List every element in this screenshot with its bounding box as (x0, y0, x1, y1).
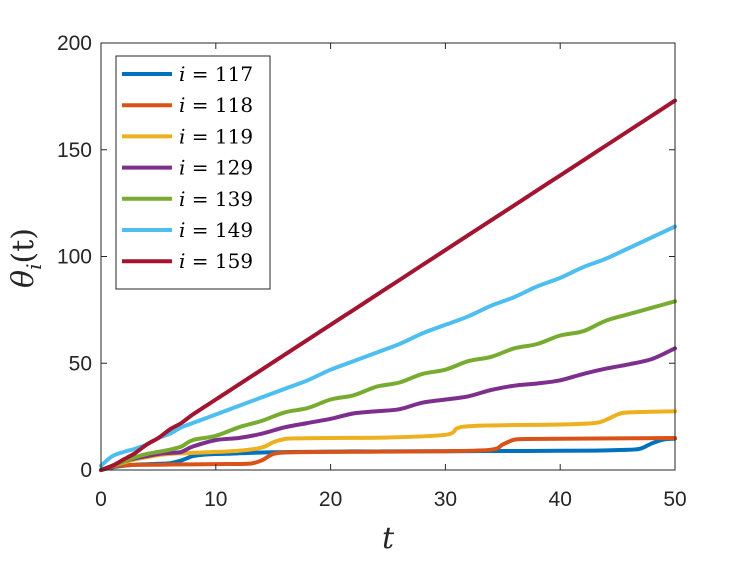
x-axis-label: t (382, 521, 395, 556)
series-line-118 (99, 436, 677, 472)
legend-box (115, 55, 271, 290)
legend-entry-149: i = 149 (179, 218, 253, 242)
y-tick-label: 150 (57, 139, 92, 162)
y-axis-label-sub: i (22, 264, 46, 270)
ticks-layer: 0 10 20 30 40 50 0 50 100 150 200 (57, 32, 687, 511)
x-tick-label: 0 (95, 488, 107, 511)
x-tick-label: 10 (204, 488, 227, 511)
x-tick-label: 20 (319, 488, 342, 511)
legend-entry-117: i = 117 (179, 62, 253, 86)
series-line-129 (99, 346, 677, 472)
legend-entry-118: i = 118 (179, 93, 253, 117)
y-axis-label: θi(t) (6, 228, 46, 288)
y-tick-label: 100 (57, 246, 92, 269)
y-tick-label: 50 (69, 352, 92, 375)
y-axis-label-tail: (t) (6, 228, 41, 263)
y-tick-label: 0 (80, 459, 92, 482)
x-tick-label: 50 (663, 488, 686, 511)
series-line-139 (99, 299, 677, 472)
legend-entry-139: i = 139 (179, 187, 253, 211)
legend: i = 117 i = 118 i = 119 i = 129 i = 139 i = 1… (115, 55, 271, 290)
y-tick-label: 200 (57, 32, 92, 55)
legend-entry-159: i = 159 (179, 249, 253, 273)
legend-entry-129: i = 129 (179, 156, 253, 180)
series-line-159 (99, 98, 677, 472)
x-tick-label: 40 (549, 488, 572, 511)
x-tick-label: 30 (434, 488, 457, 511)
y-axis-label-main: θ (6, 270, 41, 288)
legend-entry-119: i = 119 (179, 124, 253, 148)
series-layer (99, 98, 677, 472)
